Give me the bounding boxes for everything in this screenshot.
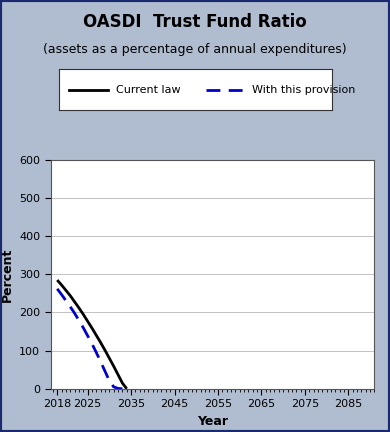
With this provision (120, 386, 125, 391)
With this provision (112, 384, 116, 390)
With this provision (103, 368, 107, 374)
Current law (94, 333, 99, 338)
Current law (103, 348, 107, 353)
Text: (assets as a percentage of annual expenditures): (assets as a percentage of annual expend… (43, 43, 347, 56)
Current law (107, 356, 112, 361)
Current law (76, 305, 81, 311)
With this provision (76, 318, 81, 323)
With this provision (68, 304, 73, 309)
With this provision (55, 286, 60, 292)
Current law (59, 283, 64, 288)
Text: With this provision: With this provision (252, 85, 356, 95)
Current law (81, 312, 86, 317)
Current law (124, 386, 129, 391)
Current law (90, 326, 94, 331)
Current law (72, 299, 77, 305)
Current law (98, 340, 103, 345)
X-axis label: Year: Year (197, 415, 228, 428)
With this provision (116, 386, 121, 391)
With this provision (98, 359, 103, 364)
Line: Current law: Current law (57, 280, 127, 389)
Y-axis label: Percent: Percent (1, 247, 14, 302)
With this provision (72, 311, 77, 316)
Text: Current law: Current law (116, 85, 181, 95)
With this provision (59, 292, 64, 297)
With this provision (107, 378, 112, 383)
Current law (116, 372, 121, 377)
With this provision (64, 298, 68, 303)
Current law (64, 288, 68, 293)
Text: OASDI  Trust Fund Ratio: OASDI Trust Fund Ratio (83, 13, 307, 31)
Current law (120, 381, 125, 386)
Current law (112, 364, 116, 369)
Current law (68, 293, 73, 298)
With this provision (85, 333, 90, 338)
Current law (55, 277, 60, 283)
With this provision (81, 325, 86, 330)
Line: With this provision: With this provision (57, 289, 122, 389)
Current law (85, 319, 90, 324)
With this provision (90, 341, 94, 346)
With this provision (94, 350, 99, 355)
